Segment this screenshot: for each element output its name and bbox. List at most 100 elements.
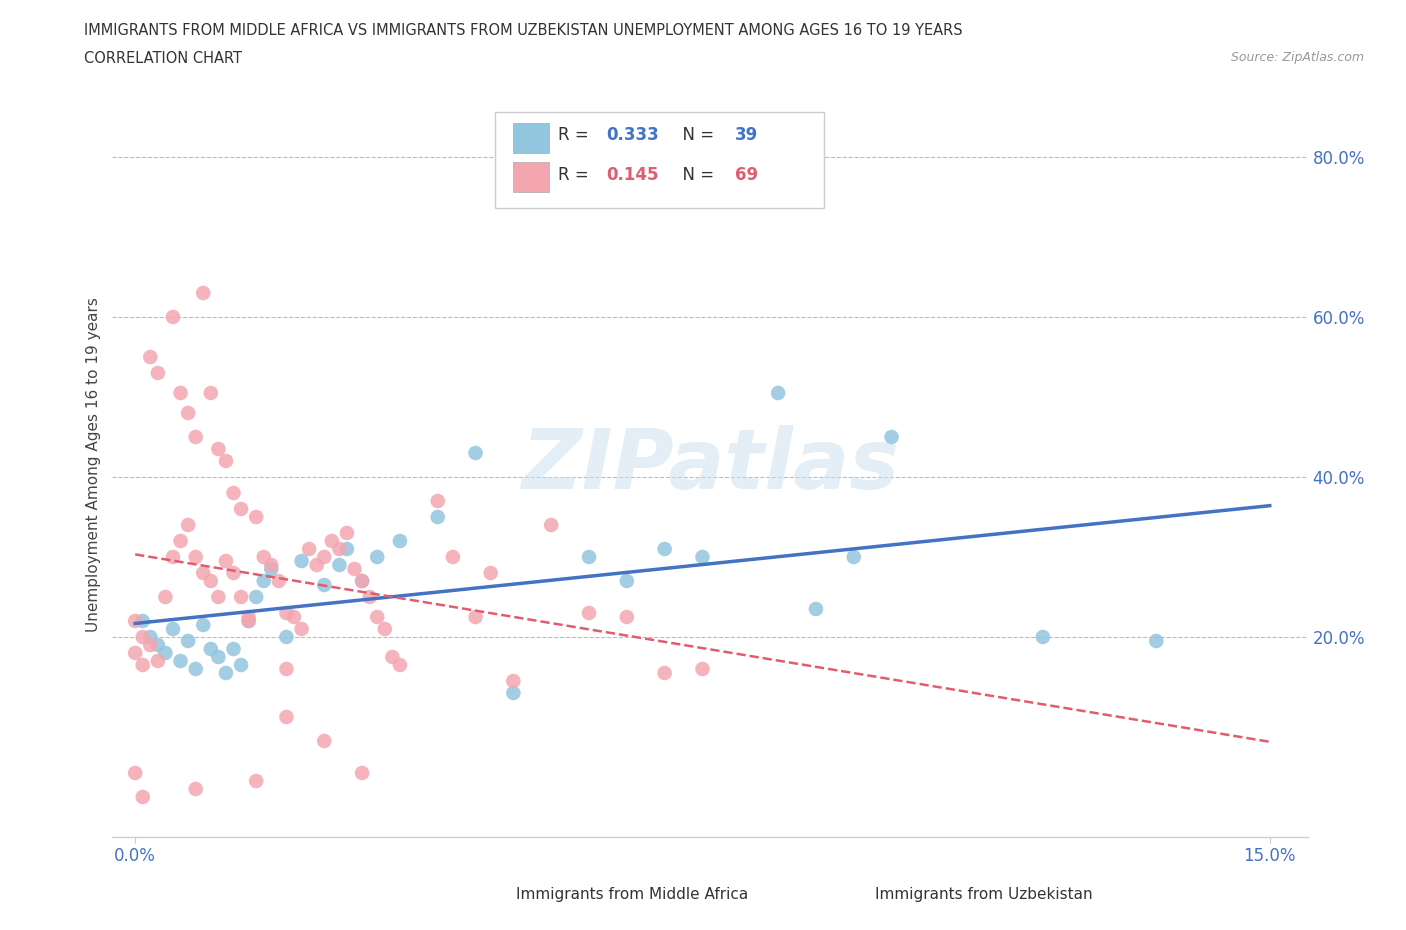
Point — [502, 685, 524, 700]
Text: Immigrants from Uzbekistan: Immigrants from Uzbekistan — [875, 887, 1092, 902]
Point — [464, 445, 486, 460]
Point — [139, 350, 162, 365]
Point — [1032, 630, 1054, 644]
Point — [616, 609, 638, 624]
Point — [260, 558, 283, 573]
Point — [193, 618, 215, 632]
Point — [245, 590, 267, 604]
Text: Immigrants from Middle Africa: Immigrants from Middle Africa — [516, 887, 748, 902]
Text: R =: R = — [558, 166, 595, 184]
Text: Source: ZipAtlas.com: Source: ZipAtlas.com — [1230, 51, 1364, 64]
Point — [215, 666, 238, 681]
Point — [298, 541, 321, 556]
Text: N =: N = — [672, 126, 718, 144]
Point — [162, 310, 184, 325]
Point — [245, 510, 267, 525]
Point — [207, 649, 229, 664]
Point — [388, 658, 411, 672]
Point — [352, 574, 374, 589]
Point — [1144, 633, 1167, 648]
Point — [229, 590, 252, 604]
Point — [321, 534, 343, 549]
Point — [366, 609, 388, 624]
Point — [238, 609, 260, 624]
Point — [352, 574, 374, 589]
Point — [245, 774, 267, 789]
Point — [388, 534, 411, 549]
Point — [314, 578, 336, 592]
Point — [616, 574, 638, 589]
Point — [336, 525, 359, 540]
Point — [578, 550, 600, 565]
FancyBboxPatch shape — [495, 112, 824, 208]
FancyBboxPatch shape — [471, 883, 508, 906]
Point — [276, 605, 298, 620]
Point — [132, 790, 155, 804]
Point — [276, 661, 298, 676]
Point — [184, 430, 207, 445]
Point — [540, 518, 562, 533]
Point — [305, 558, 328, 573]
Point — [207, 442, 229, 457]
Point — [124, 614, 146, 629]
Point — [238, 614, 260, 629]
Point — [177, 405, 200, 420]
Point — [381, 649, 404, 664]
Point — [222, 485, 245, 500]
Point — [314, 550, 336, 565]
Point — [238, 614, 260, 629]
Point — [155, 645, 177, 660]
Point — [184, 781, 207, 796]
Text: 0.333: 0.333 — [606, 126, 659, 144]
Point — [146, 654, 169, 669]
Point — [222, 642, 245, 657]
Point — [880, 430, 903, 445]
Point — [426, 510, 449, 525]
Point — [253, 574, 276, 589]
Point — [352, 765, 374, 780]
Point — [229, 501, 252, 516]
Point — [177, 518, 200, 533]
Point — [229, 658, 252, 672]
Point — [215, 553, 238, 568]
Point — [276, 710, 298, 724]
Point — [139, 638, 162, 653]
Point — [132, 630, 155, 644]
Point — [441, 550, 464, 565]
Point — [343, 562, 366, 577]
Point — [479, 565, 502, 580]
Point — [366, 550, 388, 565]
Text: CORRELATION CHART: CORRELATION CHART — [84, 51, 242, 66]
Point — [804, 602, 827, 617]
Point — [290, 621, 312, 636]
Point — [146, 365, 169, 380]
Point — [276, 630, 298, 644]
Point — [184, 661, 207, 676]
Point — [426, 494, 449, 509]
Point — [374, 621, 396, 636]
Text: IMMIGRANTS FROM MIDDLE AFRICA VS IMMIGRANTS FROM UZBEKISTAN UNEMPLOYMENT AMONG A: IMMIGRANTS FROM MIDDLE AFRICA VS IMMIGRA… — [84, 23, 963, 38]
Point — [169, 386, 191, 401]
Text: R =: R = — [558, 126, 595, 144]
Point — [692, 661, 714, 676]
Point — [177, 633, 200, 648]
FancyBboxPatch shape — [830, 883, 866, 906]
Point — [193, 565, 215, 580]
Point — [162, 621, 184, 636]
Point — [842, 550, 865, 565]
Point — [654, 541, 676, 556]
Y-axis label: Unemployment Among Ages 16 to 19 years: Unemployment Among Ages 16 to 19 years — [86, 298, 101, 632]
Point — [328, 541, 350, 556]
Point — [359, 590, 381, 604]
Point — [207, 590, 229, 604]
Point — [260, 562, 283, 577]
Point — [132, 614, 155, 629]
Point — [193, 286, 215, 300]
Point — [146, 638, 169, 653]
Text: ZIPatlas: ZIPatlas — [522, 424, 898, 506]
FancyBboxPatch shape — [513, 162, 548, 192]
Point — [169, 654, 191, 669]
Point — [162, 550, 184, 565]
Point — [169, 534, 191, 549]
Point — [184, 550, 207, 565]
